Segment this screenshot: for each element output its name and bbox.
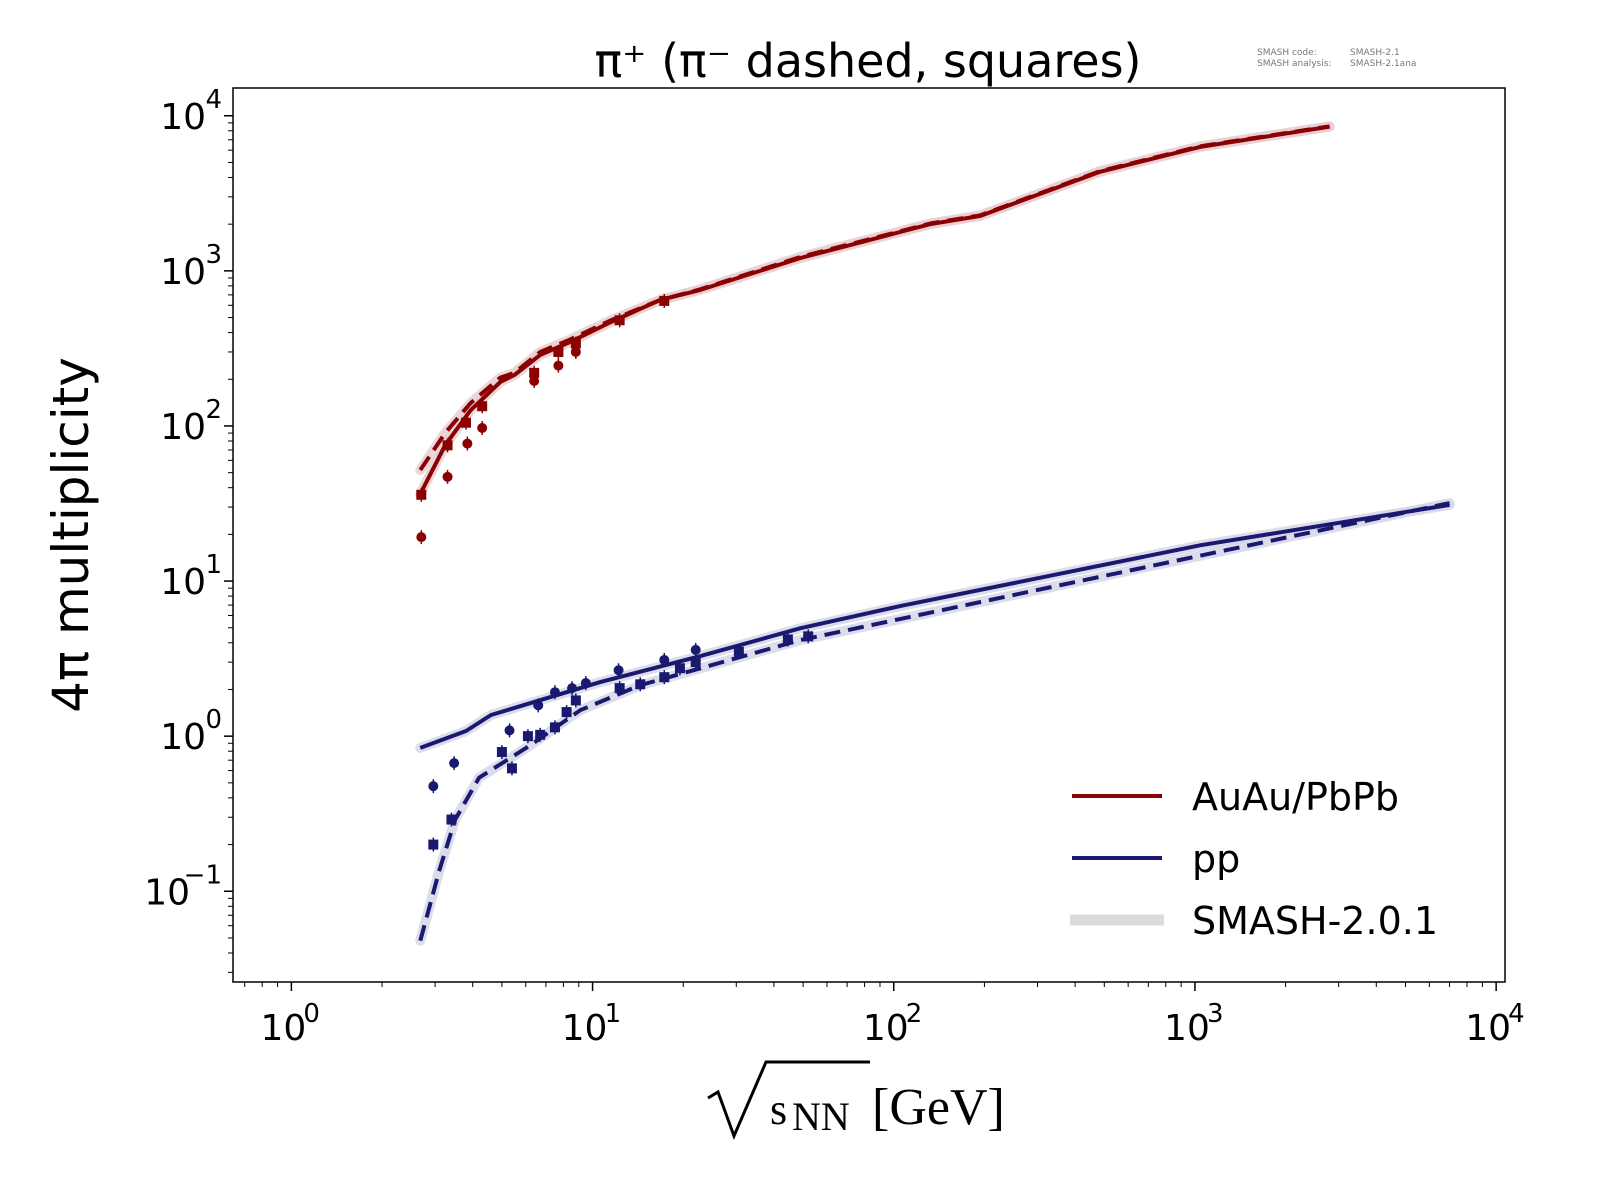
y-tick-exponent: 1 — [205, 550, 222, 580]
data-point-square — [614, 683, 625, 694]
analysis-label: SMASH analysis: — [1257, 59, 1332, 69]
data-point-circle — [462, 438, 473, 449]
x-axis-label-sub: NN — [792, 1094, 850, 1139]
x-axis-label: s NN [GeV] — [707, 1060, 1005, 1141]
analysis-value: SMASH-2.1ana — [1350, 59, 1417, 69]
data-point-square — [635, 679, 646, 690]
y-tick-exponent: 3 — [205, 240, 222, 270]
x-tick-label: 10 — [863, 1008, 909, 1049]
data-point-square — [614, 315, 625, 326]
legend-label-pp: pp — [1192, 837, 1240, 881]
x-tick-exponent: 2 — [906, 999, 923, 1029]
y-tick-label: 10 — [160, 252, 206, 293]
x-tick-label: 10 — [562, 1008, 608, 1049]
x-tick-label: 10 — [1465, 1008, 1511, 1049]
y-tick-label: 10 — [160, 407, 206, 448]
series-line-0 — [418, 124, 1330, 495]
data-point-circle — [659, 654, 670, 665]
data-point-square — [446, 814, 457, 825]
data-point-circle — [553, 360, 564, 371]
y-tick-exponent: 2 — [205, 395, 222, 425]
version-annotation: SMASH code: SMASH-2.1 SMASH analysis: SMAS… — [1257, 48, 1416, 70]
y-tick-label: 10 — [144, 872, 190, 913]
data-point-circle — [416, 532, 427, 543]
y-axis-label: 4π multiplicity — [42, 357, 100, 713]
data-point-circle — [504, 725, 515, 736]
smash-band-0 — [415, 121, 1335, 499]
y-tick-exponent: 0 — [205, 705, 222, 735]
legend-label-auau: AuAu/PbPb — [1192, 775, 1399, 819]
data-point-square — [442, 440, 453, 451]
series-line-3 — [418, 501, 1450, 942]
data-point-square — [690, 657, 701, 668]
data-point-square — [506, 763, 517, 774]
data-point-square — [428, 839, 439, 850]
chart-title: π⁺ (π⁻ dashed, squares) — [594, 34, 1141, 88]
data-point-square — [803, 631, 814, 642]
series-line-2 — [419, 502, 1450, 750]
x-tick-label: 10 — [1164, 1008, 1210, 1049]
x-tick-exponent: 3 — [1207, 999, 1224, 1029]
data-point-square — [496, 747, 507, 758]
data-point-square — [522, 731, 533, 742]
y-tick-label: 10 — [160, 717, 206, 758]
x-tick-label: 10 — [260, 1008, 306, 1049]
data-point-circle — [567, 683, 578, 694]
data-point-circle — [449, 758, 460, 769]
x-axis-label-unit: [GeV] — [872, 1079, 1005, 1136]
data-point-circle — [580, 678, 591, 689]
data-point-square — [461, 417, 472, 428]
data-point-square — [416, 489, 427, 500]
y-tick-label: 10 — [160, 97, 206, 138]
data-point-circle — [428, 781, 439, 792]
y-tick-label: 10 — [160, 562, 206, 603]
data-point-square — [477, 401, 488, 412]
data-point-square — [570, 695, 581, 706]
y-tick-exponent: 4 — [205, 85, 222, 115]
data-point-square — [659, 672, 670, 683]
x-tick-exponent: 4 — [1508, 999, 1525, 1029]
legend: AuAu/PbPb pp SMASH-2.0.1 — [1070, 775, 1438, 943]
data-point-square — [570, 338, 581, 349]
data-point-circle — [613, 665, 624, 676]
legend-label-smash: SMASH-2.0.1 — [1192, 899, 1438, 943]
smash-band-1 — [415, 121, 1335, 475]
data-point-square — [529, 367, 540, 378]
plot-frame — [232, 87, 1506, 983]
data-point-square — [535, 729, 546, 740]
data-point-circle — [549, 687, 560, 698]
data-point-circle — [477, 423, 488, 434]
data-point-circle — [529, 375, 540, 386]
code-label: SMASH code: — [1257, 48, 1317, 58]
smash-band-3 — [415, 498, 1455, 946]
series-line-1 — [418, 124, 1330, 472]
data-point-circle — [533, 700, 544, 711]
data-point-square — [553, 346, 564, 357]
y-tick-exponent: −1 — [184, 860, 222, 890]
x-axis-label-s: s — [770, 1085, 787, 1134]
data-point-circle — [570, 346, 581, 357]
data-point-square — [733, 646, 744, 657]
data-point-circle — [442, 471, 453, 482]
series-layer — [415, 121, 1455, 946]
sqrt-symbol-icon — [707, 1060, 870, 1141]
data-point-square — [659, 295, 670, 306]
data-point-square — [549, 722, 560, 733]
x-tick-exponent: 1 — [605, 999, 622, 1029]
x-tick-exponent: 0 — [303, 999, 320, 1029]
data-point-square — [674, 663, 685, 674]
data-point-square — [782, 634, 793, 645]
data-point-circle — [690, 644, 701, 655]
code-value: SMASH-2.1 — [1350, 48, 1400, 58]
data-point-square — [561, 707, 572, 718]
